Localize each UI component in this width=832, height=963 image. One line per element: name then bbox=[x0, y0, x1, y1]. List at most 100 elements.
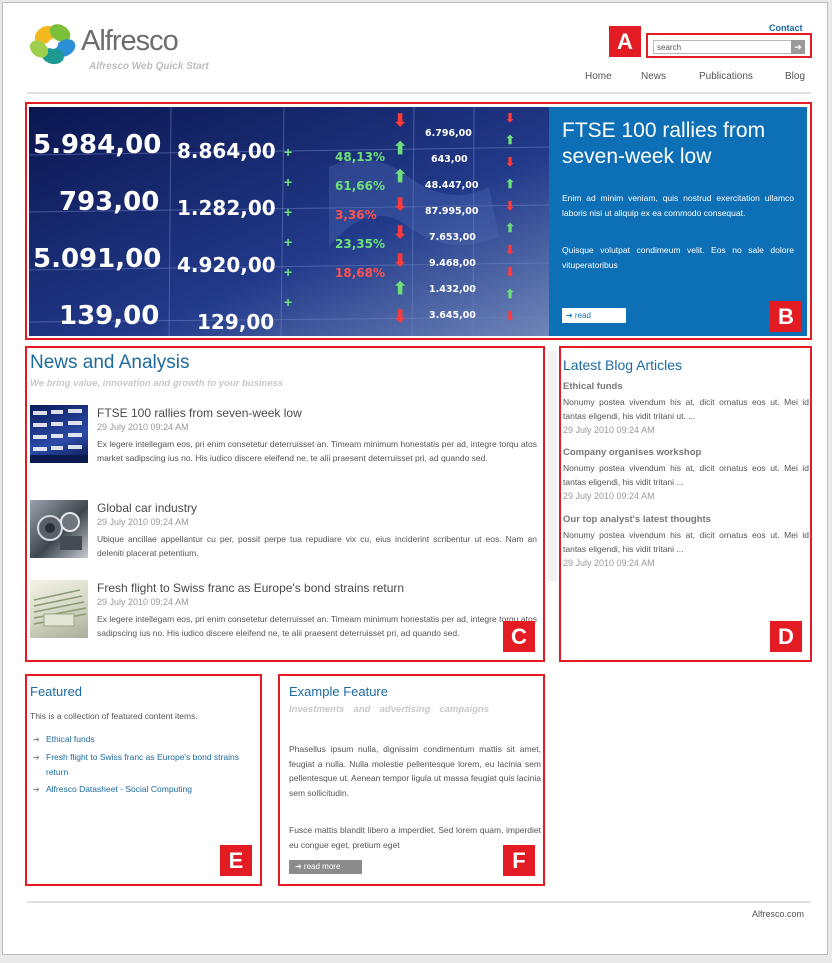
brand-tagline: Alfresco Web Quick Start bbox=[89, 61, 209, 72]
blog-body: Nonumy postea vivendum his at, dicit orn… bbox=[563, 530, 809, 554]
blog-headline[interactable]: Ethical funds bbox=[563, 381, 623, 392]
news-headline[interactable]: FTSE 100 rallies from seven-week low bbox=[97, 406, 302, 420]
hero-story-panel: FTSE 100 rallies from seven-week low Eni… bbox=[549, 107, 807, 336]
annotation-box-a bbox=[646, 33, 812, 58]
hero-paragraph: Enim ad minim veniam, quis nostrud exerc… bbox=[562, 193, 794, 218]
news-section-subtitle: We bring value, innovation and growth to… bbox=[30, 378, 284, 389]
board-value: 8.864,00 bbox=[177, 139, 276, 163]
annotation-box-d bbox=[559, 346, 812, 662]
arrow-right-icon: ➔ bbox=[33, 735, 40, 744]
board-percent: 48,13% bbox=[335, 150, 385, 164]
board-percent: 61,66% bbox=[335, 179, 385, 193]
board-value: 129,00 bbox=[197, 310, 275, 334]
hero-image-stock-board[interactable]: 5.984,00 793,00 5.091,00 139,00 5.582,00… bbox=[29, 107, 549, 336]
news-thumbnail-engine[interactable] bbox=[30, 500, 88, 558]
board-percent-column: 48,13% 61,66% 3,36% 23,35% 18,68% bbox=[335, 143, 385, 288]
news-body: Ex legere intellegam eos, pri enim conse… bbox=[97, 439, 537, 463]
example-feature-title: Example Feature bbox=[289, 684, 388, 699]
news-headline[interactable]: Global car industry bbox=[97, 501, 198, 515]
news-date: 29 July 2010 09:24 AM bbox=[97, 597, 189, 607]
annotation-label-e: E bbox=[220, 845, 252, 876]
board-plus-marks: + + + + + + bbox=[284, 144, 293, 310]
blog-date: 29 July 2010 09:24 AM bbox=[563, 425, 655, 435]
board-arrows-right: ⬇ ⬆ ⬇ ⬆ ⬇ ⬆ ⬇ ⬇ ⬆ ⬇ bbox=[505, 111, 516, 323]
search-arrow-icon[interactable]: ➔ bbox=[791, 40, 805, 54]
board-column-2: 8.864,00 1.282,00 4.920,00 129,00 1.082,… bbox=[177, 123, 296, 336]
contact-link[interactable]: Contact bbox=[769, 23, 803, 33]
nav-publications[interactable]: Publications bbox=[699, 71, 753, 82]
news-thumbnail-stock-board[interactable] bbox=[30, 405, 88, 463]
blog-date: 29 July 2010 09:24 AM bbox=[563, 491, 655, 501]
featured-description: This is a collection of featured content… bbox=[30, 711, 198, 721]
alfresco-logo[interactable]: Alfresco Alfresco Web Quick Start bbox=[29, 21, 239, 75]
board-small: 3.645,00 bbox=[429, 310, 476, 321]
board-percent: 3,36% bbox=[335, 208, 377, 222]
board-small: 7.653,00 bbox=[429, 232, 476, 243]
annotation-box-f bbox=[278, 674, 545, 886]
board-value: 139,00 bbox=[59, 301, 160, 331]
board-small: 48.447,00 bbox=[425, 180, 479, 191]
news-date: 29 July 2010 09:24 AM bbox=[97, 517, 189, 527]
board-arrows: ⬇ ⬆ ⬆ ⬇ ⬇ ⬇ ⬆ ⬇ bbox=[393, 111, 408, 326]
example-paragraph: Phasellus ipsum nulla, dignissim condime… bbox=[289, 744, 541, 798]
board-percent: 18,68% bbox=[335, 266, 385, 280]
blog-body: Nonumy postea vivendum his at, dicit orn… bbox=[563, 463, 809, 487]
board-small: 1.432,00 bbox=[429, 284, 476, 295]
nav-blog[interactable]: Blog bbox=[785, 71, 806, 82]
thumb-banknotes-graphic bbox=[33, 589, 87, 627]
board-small: 87.995,00 bbox=[425, 206, 479, 217]
board-small: 643,00 bbox=[431, 154, 468, 165]
annotation-label-b: B bbox=[770, 301, 802, 332]
board-value: 5.984,00 bbox=[33, 130, 162, 160]
search-input[interactable] bbox=[653, 40, 795, 54]
news-headline[interactable]: Fresh flight to Swiss franc as Europe's … bbox=[97, 581, 405, 595]
featured-link[interactable]: Alfresco Datasheet - Social Computing bbox=[46, 784, 192, 794]
blog-body: Nonumy postea vivendum his at, dicit orn… bbox=[563, 397, 809, 421]
footer-divider bbox=[27, 901, 811, 903]
annotation-label-c: C bbox=[503, 621, 535, 652]
news-body: Ubique ancillae appellantur cu per, poss… bbox=[97, 534, 537, 558]
news-scrollbar[interactable] bbox=[548, 351, 557, 581]
annotation-box-b bbox=[25, 102, 812, 340]
board-column-1: 5.984,00 793,00 5.091,00 139,00 5.582,00 bbox=[33, 117, 187, 336]
blog-date: 29 July 2010 09:24 AM bbox=[563, 558, 655, 568]
board-small: 9.468,00 bbox=[429, 258, 476, 269]
nav-news[interactable]: News bbox=[641, 71, 667, 82]
news-date: 29 July 2010 09:24 AM bbox=[97, 422, 189, 432]
arrow-right-icon: ➔ bbox=[33, 753, 40, 762]
featured-link[interactable]: Ethical funds bbox=[46, 734, 95, 744]
hero-read-button[interactable]: ➔ read bbox=[562, 308, 626, 323]
featured-title: Featured bbox=[30, 684, 83, 699]
blog-headline[interactable]: Our top analyst's latest thoughts bbox=[563, 514, 711, 525]
header-divider bbox=[27, 92, 811, 94]
hero-headline[interactable]: FTSE 100 rallies from seven-week low bbox=[562, 119, 766, 168]
arrow-right-icon: ➔ bbox=[33, 785, 40, 794]
board-value: 1.282,00 bbox=[177, 196, 276, 220]
blog-headline[interactable]: Company organises workshop bbox=[563, 447, 702, 458]
main-nav: Home News Publications Blog bbox=[563, 71, 813, 87]
brand-name: Alfresco bbox=[81, 25, 179, 57]
footer-link[interactable]: Alfresco.com bbox=[752, 909, 805, 919]
news-body: Ex legere intellegam eos, pri enim conse… bbox=[97, 614, 537, 638]
example-paragraph: Fusce mattis blandit libero a imperdiet.… bbox=[289, 825, 541, 850]
board-small-values: 6.796,00 643,00 48.447,00 87.995,00 7.65… bbox=[425, 121, 479, 329]
search-box: ➔ bbox=[649, 36, 811, 58]
board-value: 793,00 bbox=[59, 187, 160, 217]
annotation-label-f: F bbox=[503, 845, 535, 876]
board-value: 4.920,00 bbox=[177, 253, 276, 277]
nav-home[interactable]: Home bbox=[585, 71, 612, 82]
annotation-box-e bbox=[25, 674, 262, 886]
annotation-label-a: A bbox=[609, 26, 641, 57]
alfresco-flower-icon bbox=[29, 24, 76, 65]
annotation-label-d: D bbox=[770, 621, 802, 652]
read-more-button[interactable]: ➔ read more bbox=[289, 860, 362, 874]
board-percent: 23,35% bbox=[335, 237, 385, 251]
news-thumbnail-banknotes[interactable] bbox=[30, 580, 88, 638]
board-value: 5.091,00 bbox=[33, 244, 162, 274]
hero-paragraph: Quisque volutpat condimeum velit. Eos no… bbox=[562, 245, 794, 270]
example-feature-subtitle: Investments and advertising campaigns bbox=[289, 704, 489, 715]
annotation-box-c bbox=[25, 346, 545, 662]
thumb-engine-graphic bbox=[37, 512, 82, 550]
featured-link[interactable]: Fresh flight to Swiss franc as Europe's … bbox=[46, 752, 239, 777]
